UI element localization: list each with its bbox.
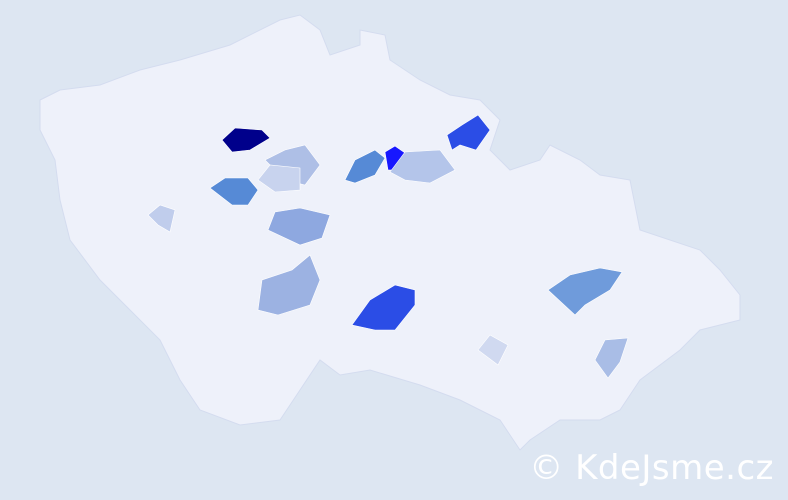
district-region[interactable] xyxy=(594,337,629,379)
district-region[interactable] xyxy=(267,207,331,246)
district-region[interactable] xyxy=(547,267,623,316)
district-region[interactable] xyxy=(257,254,321,316)
highlighted-districts xyxy=(147,114,629,379)
district-region[interactable] xyxy=(257,164,301,193)
district-region[interactable] xyxy=(209,177,259,206)
district-region[interactable] xyxy=(446,114,491,151)
district-region[interactable] xyxy=(477,334,509,366)
country-outline xyxy=(39,14,741,451)
district-region[interactable] xyxy=(344,149,386,184)
district-region[interactable] xyxy=(147,204,176,233)
district-region[interactable] xyxy=(389,149,456,184)
watermark-logo: © KdeJsme.cz xyxy=(529,448,774,488)
district-region[interactable] xyxy=(221,127,271,153)
district-region[interactable] xyxy=(351,284,416,331)
